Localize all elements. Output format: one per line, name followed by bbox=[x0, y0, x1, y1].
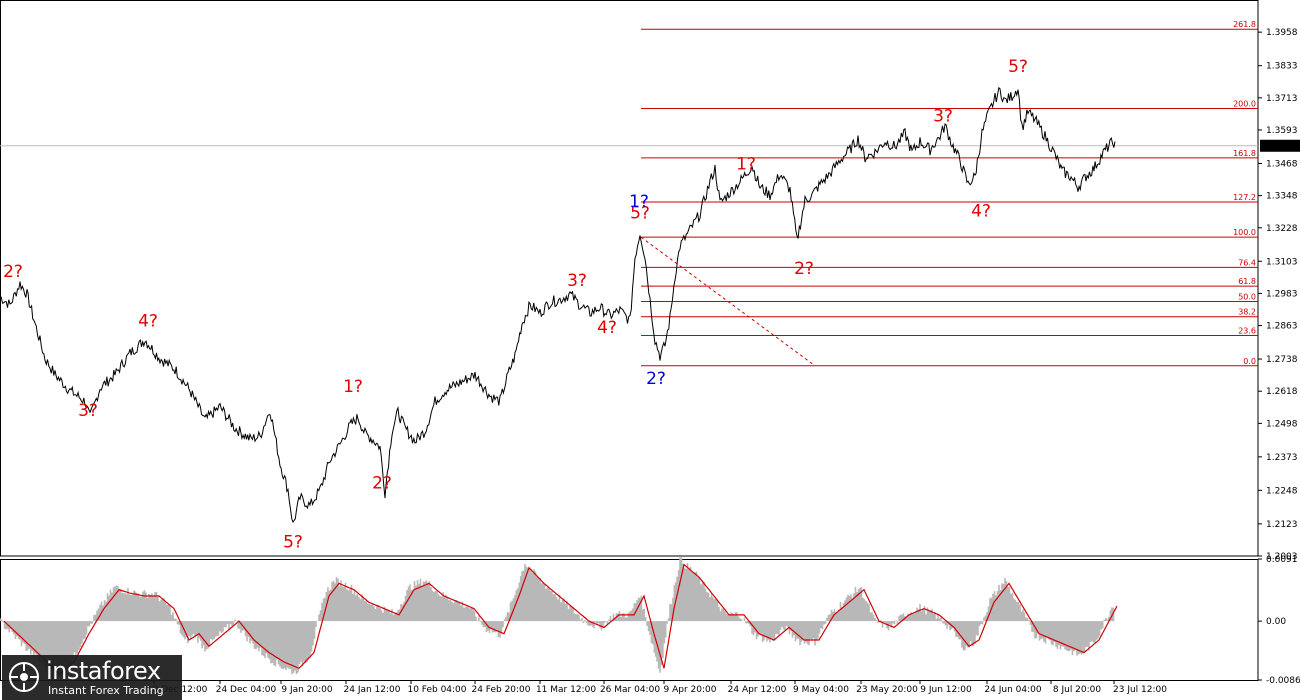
price-axis-label-8: 1.2983 bbox=[1266, 289, 1298, 299]
osc-axis-label-1: 0.00 bbox=[1266, 617, 1286, 627]
instaforex-logo: instaforex Instant Forex Trading bbox=[2, 655, 182, 700]
wave-label-7: 4? bbox=[597, 318, 617, 338]
price-axis-label-10: 1.2738 bbox=[1266, 355, 1298, 365]
logo-tagline: Instant Forex Trading bbox=[48, 684, 164, 697]
instaforex-logo-icon bbox=[9, 662, 39, 692]
fib-anchor-line bbox=[640, 236, 816, 367]
fib-level-label-1: 23.6 bbox=[1238, 326, 1256, 335]
wave-label-14: 4? bbox=[971, 202, 991, 222]
wave-label-9: 1? bbox=[629, 192, 649, 212]
fib-level-label-0: 0.0 bbox=[1243, 357, 1256, 366]
wave-label-1: 3? bbox=[78, 401, 98, 421]
time-axis-label-6: 11 Mar 12:00 bbox=[536, 685, 596, 695]
fib-level-label-4: 61.8 bbox=[1238, 277, 1256, 286]
time-axis-label-8: 9 Apr 20:00 bbox=[664, 685, 717, 695]
price-axis-label-14: 1.2248 bbox=[1266, 486, 1298, 496]
price-axis-label-4: 1.3468 bbox=[1266, 159, 1298, 169]
main-pane-border bbox=[0, 0, 1259, 557]
time-axis-label-10: 9 May 04:00 bbox=[793, 685, 849, 695]
fib-level-label-9: 200.0 bbox=[1233, 100, 1256, 109]
price-axis-label-6: 1.3228 bbox=[1266, 224, 1298, 234]
price-axis-label-0: 1.3958 bbox=[1266, 28, 1298, 38]
wave-label-6: 3? bbox=[567, 271, 587, 291]
fib-level-label-8: 161.8 bbox=[1233, 149, 1256, 158]
osc-axis-label-0: 0.0091 bbox=[1266, 555, 1298, 565]
fib-level-label-7: 127.2 bbox=[1233, 193, 1256, 202]
time-axis-label-4: 10 Feb 04:00 bbox=[407, 685, 466, 695]
price-axis-label-7: 1.3103 bbox=[1266, 257, 1298, 267]
time-axis-label-7: 26 Mar 04:00 bbox=[600, 685, 660, 695]
time-axis-label-9: 24 Apr 12:00 bbox=[728, 685, 787, 695]
time-axis-label-12: 9 Jun 12:00 bbox=[920, 685, 972, 695]
price-axis-label-16: 1.2003 bbox=[1266, 552, 1298, 562]
current-price-label: 1.3534 bbox=[1264, 142, 1296, 152]
time-axis-label-15: 23 Jul 12:00 bbox=[1113, 685, 1167, 695]
price-axis-label-3: 1.3593 bbox=[1266, 126, 1298, 136]
wave-label-11: 1? bbox=[736, 155, 756, 175]
price-axis-label-15: 1.2123 bbox=[1266, 520, 1298, 530]
wave-label-3: 5? bbox=[283, 532, 303, 552]
wave-label-5: 2? bbox=[372, 473, 392, 493]
wave-label-0: 2? bbox=[3, 262, 23, 282]
current-price-marker bbox=[1260, 139, 1300, 152]
time-axis-label-5: 24 Feb 20:00 bbox=[471, 685, 530, 695]
price-series-line bbox=[0, 86, 1116, 524]
price-axis-label-12: 1.2498 bbox=[1266, 419, 1298, 429]
osc-axis-label-2: -0.00862 bbox=[1266, 676, 1300, 686]
fib-level-label-2: 38.2 bbox=[1238, 308, 1256, 317]
fib-level-label-10: 261.8 bbox=[1233, 20, 1256, 29]
fib-level-label-5: 76.4 bbox=[1238, 258, 1256, 267]
time-axis-label-3: 24 Jan 12:00 bbox=[344, 685, 401, 695]
price-axis-label-9: 1.2863 bbox=[1266, 322, 1298, 332]
price-axis-label-13: 1.2373 bbox=[1266, 453, 1298, 463]
price-axis-label-2: 1.3713 bbox=[1266, 94, 1298, 104]
oscillator-signal-line bbox=[3, 563, 1118, 676]
wave-label-8: 5? bbox=[630, 204, 650, 224]
price-axis-label-11: 1.2618 bbox=[1266, 387, 1298, 397]
wave-label-12: 2? bbox=[794, 259, 814, 279]
wave-label-10: 2? bbox=[646, 369, 666, 389]
time-axis-label-13: 24 Jun 04:00 bbox=[984, 685, 1041, 695]
fib-level-label-3: 50.0 bbox=[1238, 292, 1256, 301]
wave-label-2: 4? bbox=[138, 311, 158, 331]
price-axis-label-1: 1.3833 bbox=[1266, 62, 1298, 72]
wave-label-15: 5? bbox=[1008, 57, 1028, 77]
fib-level-label-6: 100.0 bbox=[1233, 228, 1256, 237]
time-axis-label-1: 24 Dec 04:00 bbox=[216, 685, 277, 695]
wave-label-13: 3? bbox=[933, 106, 953, 126]
time-axis-label-2: 9 Jan 20:00 bbox=[281, 685, 333, 695]
time-axis-label-14: 8 Jul 20:00 bbox=[1053, 685, 1102, 695]
time-axis-label-11: 23 May 20:00 bbox=[856, 685, 918, 695]
price-axis-label-5: 1.3348 bbox=[1266, 192, 1298, 202]
logo-brand: instaforex bbox=[46, 657, 161, 685]
wave-label-4: 1? bbox=[343, 377, 363, 397]
